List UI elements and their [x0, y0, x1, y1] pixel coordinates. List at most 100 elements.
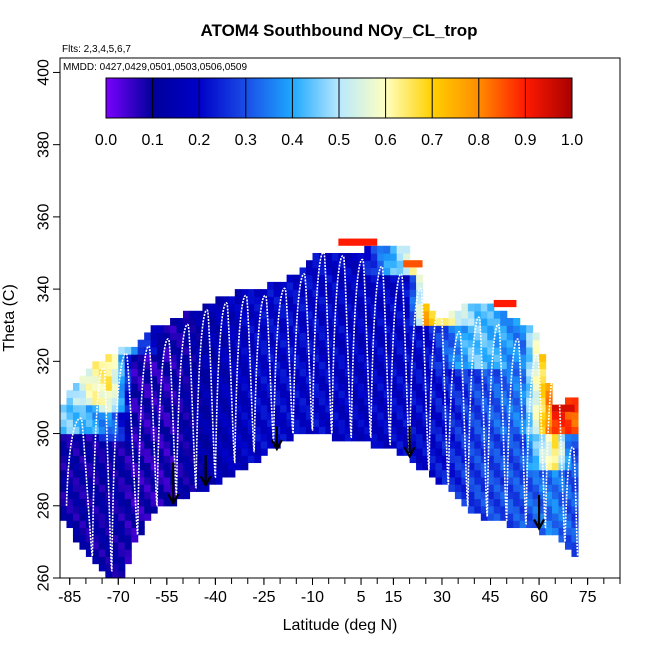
heatmap-cell: [448, 325, 456, 334]
heatmap-cell: [526, 455, 534, 464]
heatmap-cell: [526, 368, 534, 377]
heatmap-cell: [124, 534, 132, 543]
heatmap-cell: [519, 520, 527, 529]
heatmap-cell: [396, 339, 404, 348]
heatmap-cell: [506, 361, 514, 370]
heatmap-cell: [377, 303, 385, 312]
heatmap-cell: [357, 390, 365, 399]
heatmap-cell: [150, 404, 158, 413]
heatmap-cell: [448, 318, 456, 326]
heatmap-cell: [331, 390, 339, 399]
heatmap-cell: [383, 440, 391, 449]
heatmap-cell: [480, 375, 488, 384]
heatmap-cell: [273, 281, 281, 290]
heatmap-cell: [157, 339, 165, 348]
heatmap-cell: [474, 375, 482, 384]
heatmap-cell: [208, 375, 216, 384]
heatmap-cell: [183, 318, 191, 326]
heatmap-cell: [241, 361, 249, 370]
heatmap-cell: [416, 368, 424, 377]
heatmap-cell: [247, 339, 255, 348]
heatmap-cell: [467, 303, 475, 312]
heatmap-cell: [526, 448, 534, 456]
heatmap-cell: [131, 527, 139, 536]
heatmap-cell: [539, 419, 547, 427]
heatmap-cell: [241, 462, 249, 471]
heatmap-cell: [396, 404, 404, 413]
heatmap-cell: [260, 411, 268, 420]
heatmap-cell: [422, 318, 430, 326]
heatmap-cell: [493, 498, 501, 507]
heatmap-cell: [539, 527, 547, 536]
flight-tracks: [65, 251, 579, 572]
heatmap-cell: [409, 455, 417, 464]
heatmap-cell: [92, 534, 100, 543]
heatmap-cell: [409, 296, 417, 305]
heatmap-cell: [176, 397, 184, 406]
heatmap-cell: [176, 325, 184, 334]
heatmap-cell: [338, 303, 346, 312]
heatmap-cell: [202, 375, 210, 384]
heatmap-cell: [273, 404, 281, 413]
heatmap-cell: [325, 325, 333, 334]
heatmap-cell: [571, 513, 579, 521]
heatmap-cell: [260, 368, 268, 377]
heatmap-cell: [357, 397, 365, 406]
heatmap-cell: [202, 346, 210, 355]
heatmap-cell: [422, 455, 430, 464]
y-tick-label: 380: [35, 131, 52, 158]
heatmap-cell: [390, 397, 398, 406]
heatmap-cell: [448, 346, 456, 355]
heatmap-cell: [461, 325, 469, 334]
heatmap-cell: [325, 310, 333, 319]
heatmap-cell: [105, 563, 113, 572]
heatmap-cell: [215, 332, 223, 341]
heatmap-cell: [403, 440, 411, 449]
heatmap-cell: [189, 476, 197, 485]
heatmap-cell: [558, 426, 566, 435]
heatmap-cell: [92, 556, 100, 565]
heatmap-cell: [124, 462, 132, 471]
heatmap-cell: [150, 498, 158, 507]
heatmap-cell: [273, 318, 281, 326]
heatmap-cell: [396, 296, 404, 305]
heatmap-cell: [325, 267, 333, 276]
heatmap-cell: [183, 375, 191, 384]
heatmap-cell: [131, 455, 139, 464]
heatmap-cell: [500, 491, 508, 500]
heatmap-cell: [461, 368, 469, 377]
heatmap-cell: [293, 274, 301, 283]
heatmap-cell: [247, 310, 255, 319]
heatmap-cell: [241, 303, 249, 312]
heatmap-cell: [416, 375, 424, 384]
heatmap-cell: [170, 332, 178, 341]
heatmap-cell: [72, 404, 81, 413]
heatmap-cell: [357, 303, 365, 312]
heatmap-cell: [280, 296, 288, 305]
heatmap-cell: [202, 419, 210, 427]
heatmap-cell: [416, 383, 424, 391]
heatmap-cell: [441, 390, 450, 399]
heatmap-cell: [351, 289, 359, 297]
heatmap-cell: [448, 310, 456, 319]
heatmap-cell: [461, 346, 469, 355]
heatmap-cell: [124, 549, 132, 557]
heatmap-cell: [215, 419, 223, 427]
heatmap-cell: [331, 325, 339, 334]
heatmap-cell: [241, 397, 249, 406]
concentration-field: [60, 245, 579, 578]
heatmap-cell: [461, 332, 469, 341]
heatmap-cell: [137, 491, 145, 500]
heatmap-cell: [396, 411, 404, 420]
heatmap-cell: [422, 354, 430, 362]
heatmap-cell: [280, 397, 288, 406]
heatmap-cell: [273, 383, 281, 391]
heatmap-cell: [306, 426, 314, 435]
heatmap-cell: [545, 411, 553, 420]
heatmap-cell: [441, 476, 450, 485]
heatmap-cell: [325, 303, 333, 312]
heatmap-cell: [467, 332, 475, 341]
heatmap-cell: [461, 491, 469, 500]
heatmap-cell: [105, 549, 113, 557]
colorbar-tick-label: 0.3: [235, 132, 257, 149]
